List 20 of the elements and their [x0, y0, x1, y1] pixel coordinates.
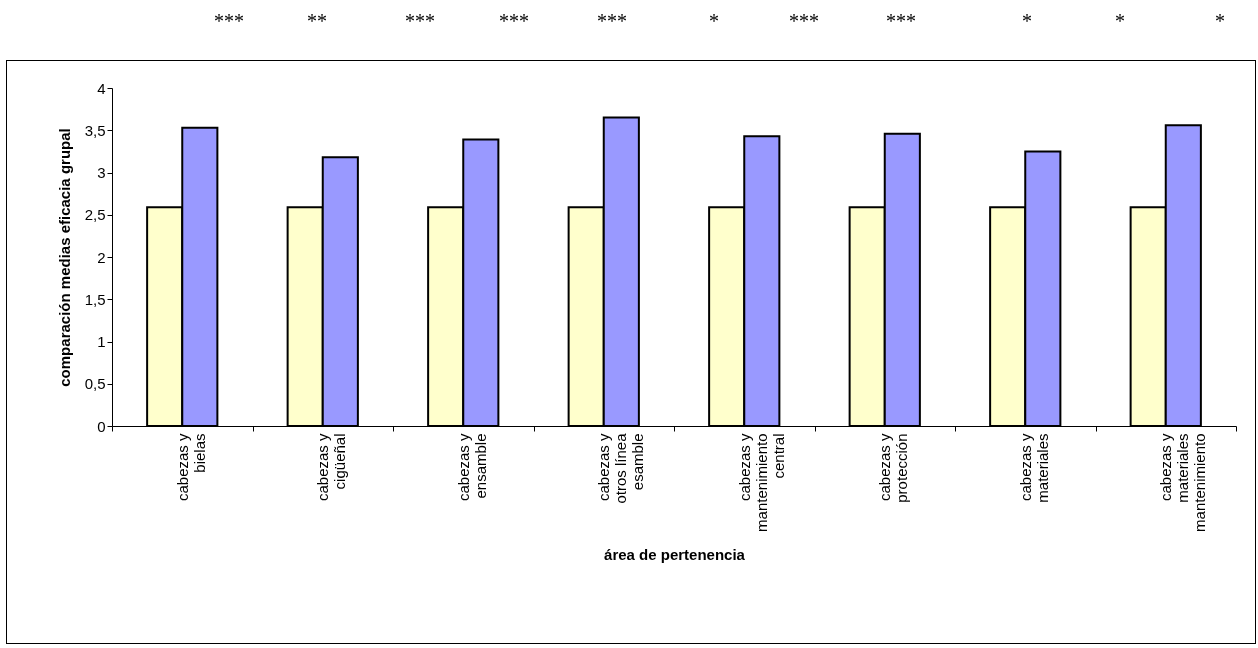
y-tick-label: 1,5: [84, 290, 106, 308]
x-tick-label: cabezas y cigüeñal: [314, 433, 349, 502]
y-axis-title: comparación medias eficacia grupal: [55, 128, 73, 387]
x-tick-label: cabezas y mantenimiento central: [735, 433, 787, 532]
y-tick-label: 0,5: [84, 375, 106, 393]
x-axis-title: área de pertenencia: [604, 545, 746, 563]
y-tick-label: 3: [97, 164, 106, 181]
x-tick-label: cabezas y otros línea esamble: [595, 432, 647, 504]
y-tick-label: 2,5: [84, 206, 106, 224]
x-tick-label: cabezas y ensamble: [454, 433, 489, 502]
y-tick-label: 2: [97, 248, 106, 266]
y-tick-label: 3,5: [84, 121, 106, 139]
x-tick-label: cabezas y materiales: [1016, 433, 1051, 503]
text: *** ** *** *** *** * *** *** * * *: [214, 10, 1225, 32]
x-tick-label: cabezas y protección: [876, 433, 911, 503]
x-tick-label: cabezas y materiales mantenimiento: [1157, 433, 1209, 532]
x-tick-label: cabezas y bielas: [173, 433, 208, 502]
y-tick-label: 0: [97, 417, 106, 435]
y-tick-label: 1: [97, 333, 106, 350]
y-tick-label: 4: [97, 79, 106, 97]
